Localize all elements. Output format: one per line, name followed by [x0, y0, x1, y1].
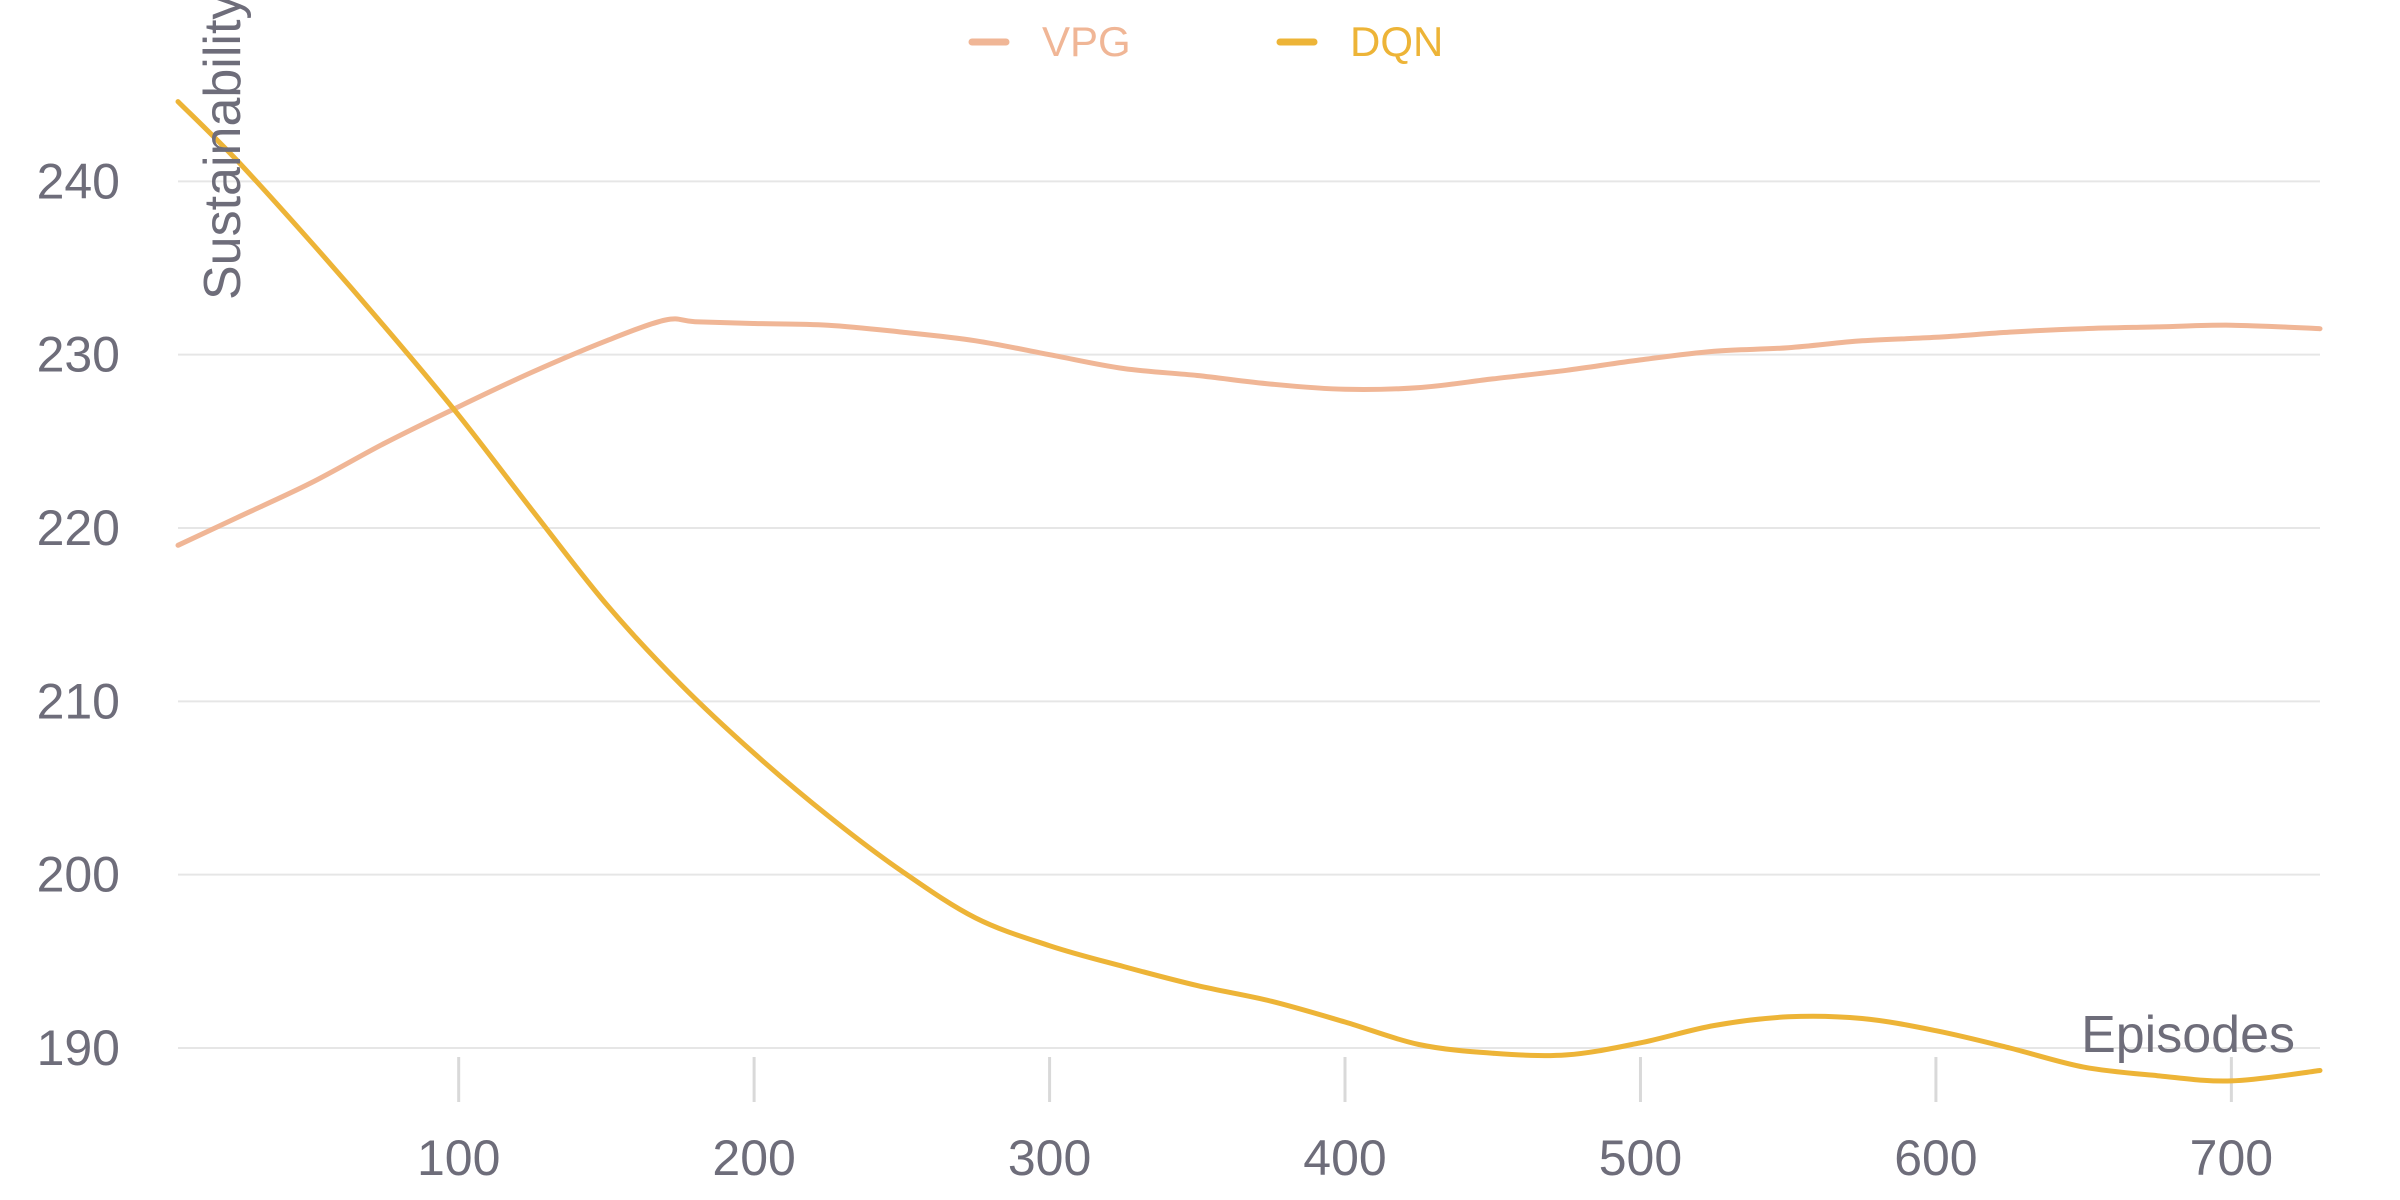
legend-label-vpg: VPG — [1042, 18, 1131, 65]
legend: VPG DQN — [968, 18, 1443, 65]
x-axis-title: Episodes — [2081, 1006, 2295, 1064]
series-line-dqn — [175, 99, 2323, 1084]
x-tick-label-500: 500 — [1599, 1130, 1682, 1186]
x-axis-tick-labels: 100 200 300 400 500 600 700 — [417, 1130, 2273, 1186]
y-tick-label-230: 230 — [37, 327, 120, 383]
x-tick-label-400: 400 — [1303, 1130, 1386, 1186]
x-tick-label-200: 200 — [712, 1130, 795, 1186]
y-tick-label-190: 190 — [37, 1020, 120, 1076]
y-axis-tick-labels: 190 200 210 220 230 240 — [37, 153, 120, 1076]
x-tick-label-300: 300 — [1008, 1130, 1091, 1186]
legend-label-dqn: DQN — [1350, 18, 1443, 65]
x-tick-label-600: 600 — [1894, 1130, 1977, 1186]
y-tick-label-210: 210 — [37, 673, 120, 729]
y-tick-label-240: 240 — [37, 153, 120, 209]
legend-item-dqn[interactable]: DQN — [1276, 18, 1443, 65]
grid-lines — [178, 180, 2320, 1049]
x-axis-ticks — [457, 1057, 2233, 1102]
y-tick-label-220: 220 — [37, 500, 120, 556]
y-axis-title: Sustainability — [194, 0, 252, 300]
x-tick-label-700: 700 — [2190, 1130, 2273, 1186]
legend-item-vpg[interactable]: VPG — [968, 18, 1131, 65]
series-lines — [175, 99, 2323, 1084]
x-tick-label-100: 100 — [417, 1130, 500, 1186]
y-tick-label-200: 200 — [37, 847, 120, 903]
series-line-vpg — [175, 316, 2323, 548]
